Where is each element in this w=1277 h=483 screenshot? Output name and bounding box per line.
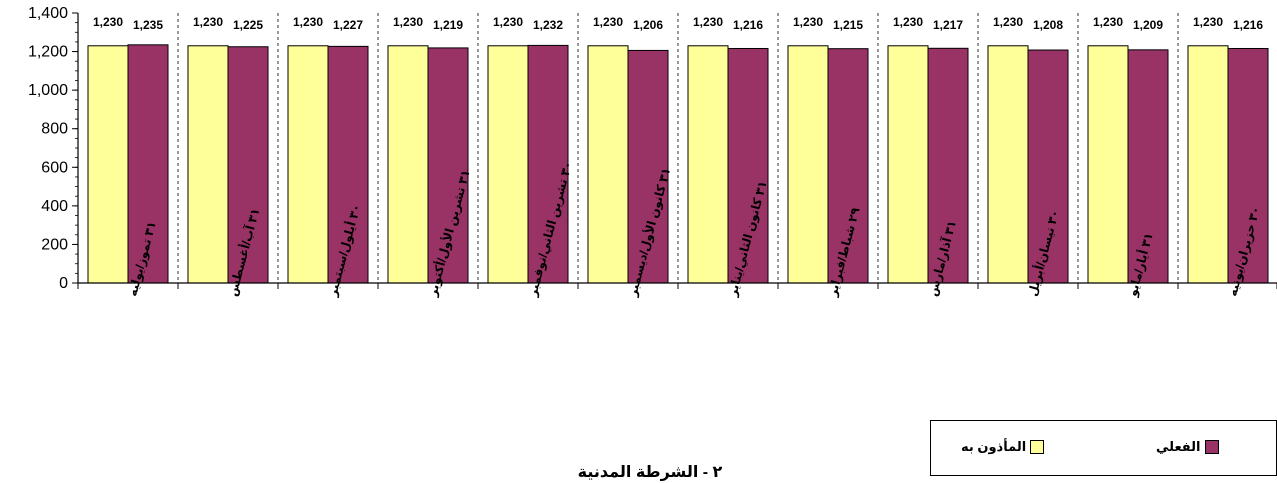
data-label: 1,230 [193,15,223,29]
bar [727,47,769,284]
data-label: 1,206 [633,18,663,32]
legend: المأذون به الفعلي [930,420,1277,476]
legend-label-authorized: المأذون به [961,439,1027,454]
data-label: 1,216 [1233,18,1263,32]
data-label: 1,235 [133,18,163,32]
bar [1187,45,1229,284]
bar [987,45,1029,284]
bar [1087,45,1129,284]
legend-label-actual: الفعلي [1156,439,1201,454]
data-label: 1,215 [833,18,863,32]
legend-item-actual: الفعلي [1156,439,1219,455]
bar [287,45,329,284]
legend-item-authorized: المأذون به [961,439,1045,455]
data-label: 1,227 [333,18,363,32]
data-label: 1,230 [993,15,1023,29]
y-tick-label: 600 [41,159,68,176]
bar [187,45,229,284]
bar [327,45,369,284]
bar [487,45,529,284]
bar [687,45,729,284]
data-label: 1,230 [893,15,923,29]
y-tick-label: 1,400 [28,5,68,22]
data-label: 1,216 [733,18,763,32]
legend-swatch-actual [1204,440,1219,454]
bar [587,45,629,284]
data-label: 1,232 [533,18,563,32]
grid-lines [177,13,1179,283]
legend-swatch-authorized [1030,440,1045,454]
bar [1227,47,1269,284]
bar [627,49,669,284]
data-label: 1,217 [933,18,963,32]
y-tick-label: 1,000 [28,82,68,99]
data-labels: 1,230 1,235 1,230 1,225 1,230 1,227 1,230 1,219… [93,15,1263,32]
bar [887,45,929,284]
bar [427,47,469,284]
y-tick-label: 1,200 [28,44,68,61]
data-label: 1,225 [233,18,263,32]
data-label: 1,230 [393,15,423,29]
data-label: 1,209 [1133,18,1163,32]
bar [927,47,969,284]
data-label: 1,230 [593,15,623,29]
bar [827,48,869,284]
chart-title: ٢ - الشرطة المدنية [577,464,723,481]
data-label: 1,230 [493,15,523,29]
bar [1127,49,1169,284]
y-tick-label: 400 [41,198,68,215]
data-label: 1,230 [1093,15,1123,29]
y-tick-label: 200 [41,236,68,253]
data-label: 1,230 [93,15,123,29]
data-label: 1,219 [433,18,463,32]
bar [227,46,269,284]
bar [87,45,129,284]
y-tick-labels: 0 200 400 600 800 1,000 1,200 1,400 [28,5,68,292]
data-label: 1,230 [1193,15,1223,29]
axes [72,12,1277,289]
y-tick-label: 800 [41,121,68,138]
bars [87,44,1269,284]
bar [787,45,829,284]
data-label: 1,230 [293,15,323,29]
data-label: 1,230 [693,15,723,29]
data-label: 1,208 [1033,18,1063,32]
y-tick-label: 0 [59,275,68,292]
data-label: 1,230 [793,15,823,29]
bar [127,44,169,284]
bar [387,45,429,284]
bar [527,44,569,284]
bar [1027,49,1069,284]
